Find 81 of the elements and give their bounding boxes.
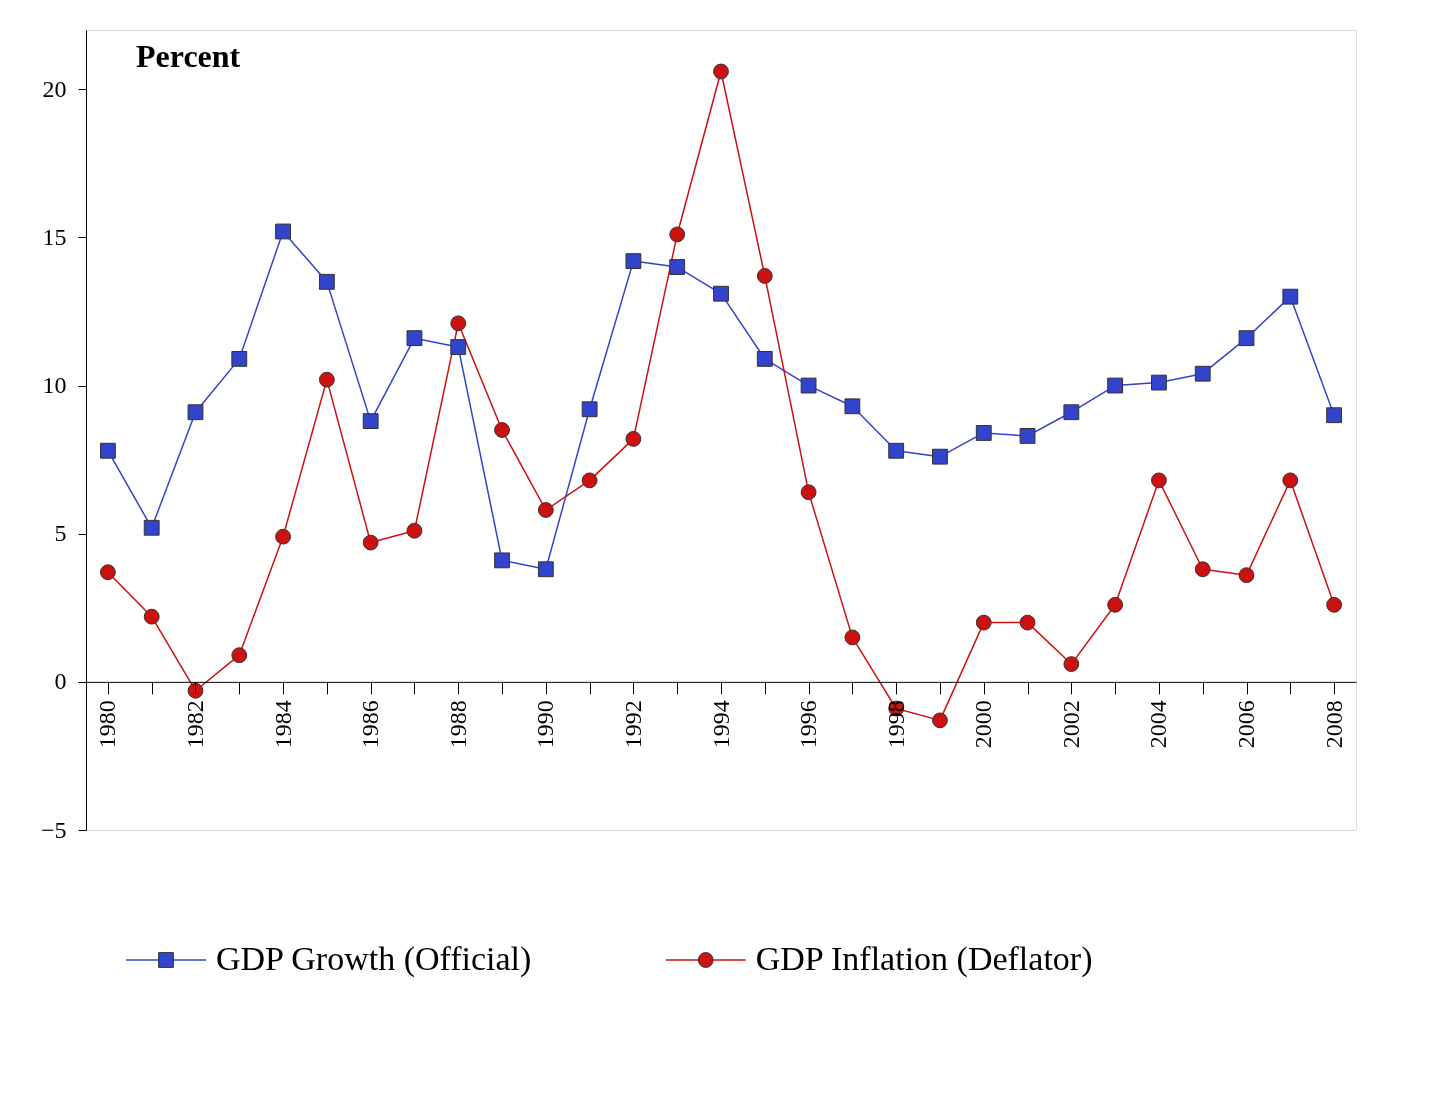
point [975,614,992,631]
point [713,285,729,302]
point [844,398,861,415]
x-tick-label: 1980 [94,700,121,749]
point [1063,656,1080,672]
point [1326,407,1343,424]
point [99,564,116,581]
point [888,442,905,459]
point [1194,365,1211,382]
point [581,401,598,418]
point [318,371,335,388]
x-tick-label: 1982 [181,700,208,749]
point [756,350,773,367]
x-tick-label: 1998 [882,700,909,749]
y-tick-label: 5 [54,520,67,547]
x-tick-label: 1996 [795,700,822,749]
point [1238,567,1255,584]
x-tick-label: 2002 [1057,700,1084,749]
point [1151,472,1167,489]
point [581,472,598,489]
point [756,268,773,284]
y-tick-label: 20 [42,75,67,102]
point [1019,428,1036,444]
point [1282,288,1299,305]
x-tick-label: 1994 [707,700,734,749]
x-tick-label: 2008 [1320,700,1347,749]
point [625,430,642,447]
x-tick-label: 1986 [357,700,384,749]
point [844,629,861,646]
point [231,647,248,664]
point [275,223,291,240]
point [143,519,160,536]
point [932,448,948,465]
point [975,425,992,441]
point [231,350,248,367]
y-tick-label: −5 [40,816,67,843]
point [537,502,554,518]
point [1107,377,1124,394]
legend-label: GDP Inflation (Deflator) [755,940,1093,978]
point [669,226,686,243]
point [494,422,510,438]
point [99,442,116,459]
x-tick-label: 1988 [444,700,471,749]
point [1063,404,1080,421]
y-tick-label: 15 [42,223,67,250]
point [932,712,948,729]
legend-label: GDP Growth (Official) [216,940,532,978]
point [494,552,510,569]
point [1238,330,1255,347]
point [318,273,335,290]
x-tick-label: 2006 [1233,700,1260,749]
point [1107,596,1124,613]
point [1019,614,1036,631]
point [1151,374,1167,391]
point [800,484,817,501]
y-tick-label: 0 [54,668,67,695]
point [362,534,379,551]
x-tick-label: 1992 [619,700,646,749]
point [362,413,379,430]
point [625,253,642,270]
y-tick-label: 10 [42,372,67,399]
point [143,608,160,625]
point [187,682,204,699]
x-tick-label: 2000 [970,700,997,749]
x-tick-label: 1984 [269,700,296,749]
point [669,259,686,275]
point [537,561,554,578]
point [800,377,817,394]
point [406,522,423,539]
point [450,315,467,332]
point [275,528,291,545]
point [187,404,204,421]
point [1326,596,1343,613]
x-tick-label: 1990 [532,700,559,749]
x-tick-label: 2004 [1145,700,1172,749]
point [406,330,423,347]
point [713,63,729,80]
point [1194,561,1211,578]
annotation: Percent [136,38,241,74]
point [1282,472,1299,489]
point [450,339,467,355]
